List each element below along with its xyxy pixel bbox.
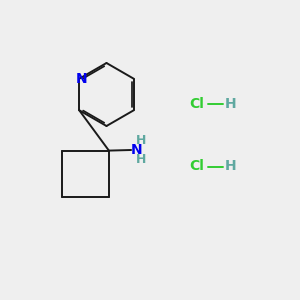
Text: H: H (225, 160, 237, 173)
Text: N: N (131, 143, 142, 157)
Text: Cl: Cl (189, 160, 204, 173)
Text: Cl: Cl (189, 97, 204, 110)
Text: H: H (136, 134, 146, 147)
Text: H: H (136, 153, 146, 166)
Text: N: N (76, 72, 87, 86)
Text: H: H (225, 97, 237, 110)
